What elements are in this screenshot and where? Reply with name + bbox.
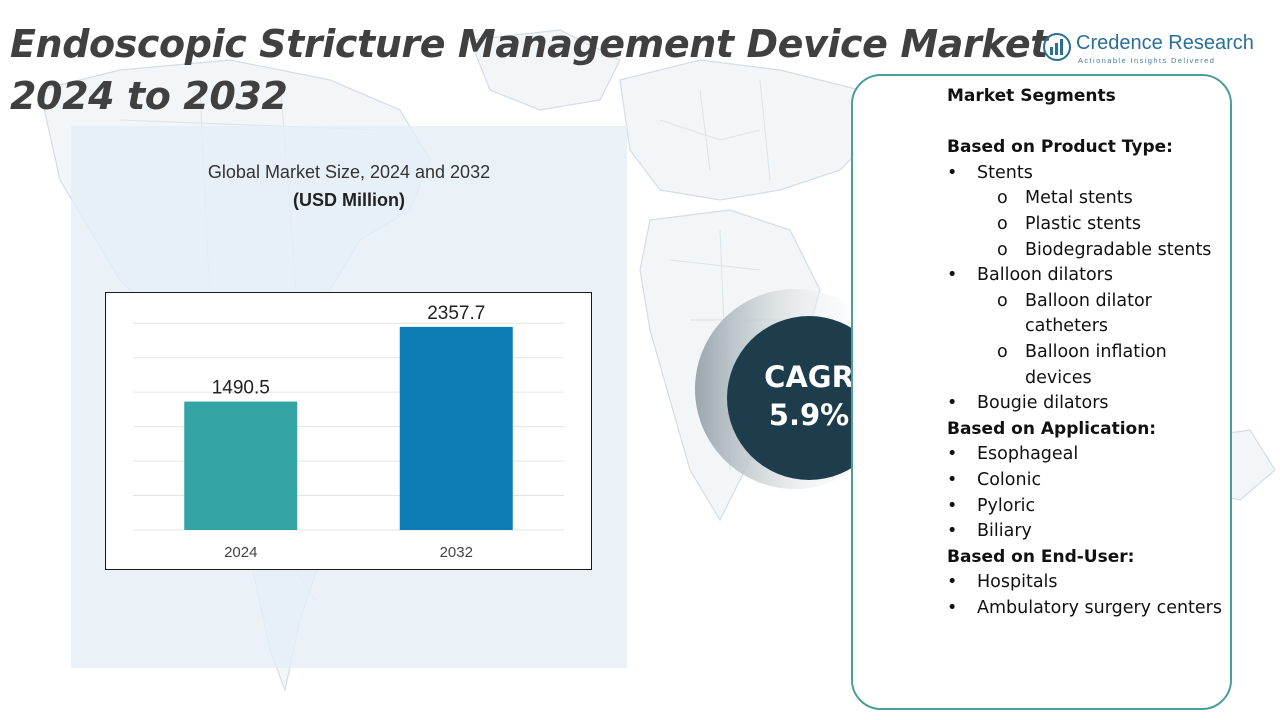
segment-heading-application: Based on Application: [947,418,1157,439]
chart-frame [105,292,592,570]
segment-item-hospitals: Hospitals [947,570,1237,596]
segment-subitem-biodegradable-stents: Biodegradable stents [947,238,1237,264]
x-tick-label-2024: 2024 [224,544,257,561]
bar-2032 [399,326,513,530]
segment-subitem-balloon-inflation-devices: Balloon inflation devices [947,340,1237,391]
chart-title: Global Market Size, 2024 and 2032 [207,162,491,182]
segment-item-ambulatory-surgery-centers: Ambulatory surgery centers [947,596,1237,622]
cagr-label: CAGR [764,360,854,394]
segment-item-esophageal: Esophageal [947,442,1237,468]
segment-heading-end-user: Based on End-User: [947,546,1135,567]
market-segments-list: Market Segments Based on Product Type: S… [947,84,1237,621]
page-title-line-1: Endoscopic Stricture Management Device M… [10,22,1048,66]
cagr-value: 5.9% [768,398,850,432]
segment-subitem-plastic-stents: Plastic stents [947,212,1237,238]
segment-subitem-metal-stents: Metal stents [947,186,1237,212]
segment-item-biliary: Biliary [947,519,1237,545]
chart-bars: 1490.5 2024 2357.7 2032 [184,303,513,561]
page-title-line-2: 2024 to 2032 [10,74,288,118]
x-tick-label-2032: 2032 [440,544,473,561]
data-label-2024: 1490.5 [212,378,270,399]
segment-item-balloon-dilators: Balloon dilators [947,263,1237,289]
segment-subitem-balloon-dilator-catheters: Balloon dilator catheters [947,289,1237,340]
segment-item-bougie-dilators: Bougie dilators [947,391,1237,417]
bar-chart: 1490.5 2024 2357.7 2032 [105,292,592,570]
logo-name: Credence Research [1076,32,1254,54]
segment-heading-product-type: Based on Product Type: [947,137,1173,158]
segment-item-stents: Stents [947,161,1237,187]
bar-2024 [184,401,298,530]
segment-item-pyloric: Pyloric [947,494,1237,520]
credence-research-logo: Credence Research Actionable Insights De… [1040,30,1270,70]
bar-chart-globe-icon [1043,33,1071,61]
segments-title: Market Segments [947,86,1116,106]
chart-unit: (USD Million) [293,190,405,210]
segment-item-colonic: Colonic [947,468,1237,494]
logo-tagline: Actionable Insights Delivered [1078,56,1216,65]
data-label-2032: 2357.7 [427,303,485,324]
